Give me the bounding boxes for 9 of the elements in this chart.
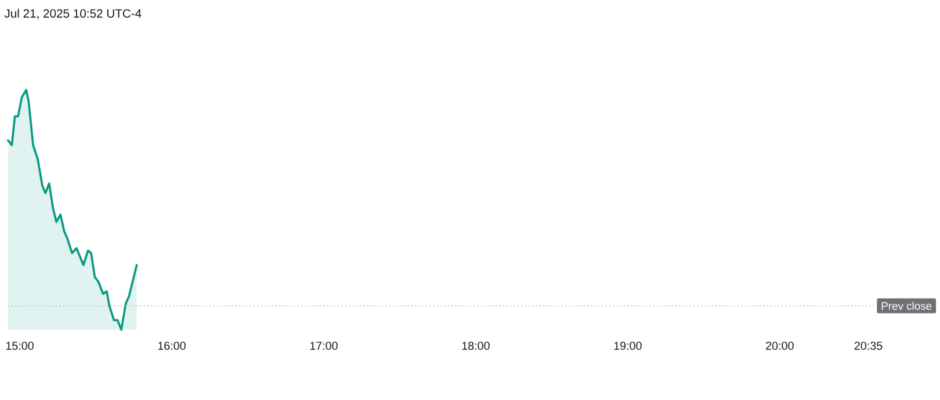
x-tick-label: 20:00 — [766, 342, 794, 350]
x-tick-label: 18:00 — [462, 342, 490, 350]
x-tick-label: 17:00 — [310, 342, 338, 350]
text: Jul 21, 2025 10:52 UTC-4 — [4, 8, 142, 20]
x-tick-label: 19:00 — [614, 342, 642, 350]
x-tick-label: 16:00 — [158, 342, 186, 350]
ref-line-label: Prev close — [882, 302, 932, 310]
x-tick-label: 20:35 — [854, 342, 882, 350]
x-tick-label: 15:00 — [6, 342, 34, 350]
